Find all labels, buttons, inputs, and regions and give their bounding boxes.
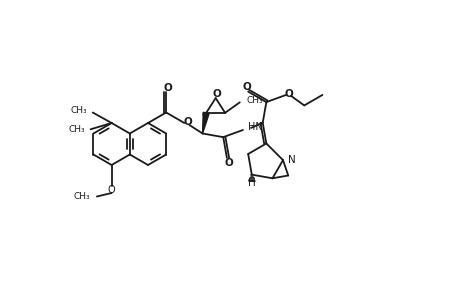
Text: CH₃: CH₃: [246, 96, 263, 105]
Text: O: O: [184, 117, 192, 127]
Text: O: O: [163, 82, 172, 92]
Text: HN: HN: [247, 122, 262, 132]
Text: O: O: [107, 185, 115, 195]
Text: O: O: [284, 89, 293, 99]
Text: H: H: [247, 178, 255, 188]
Text: O: O: [212, 89, 221, 99]
Text: CH₃: CH₃: [68, 125, 84, 134]
Text: O: O: [242, 82, 251, 92]
Polygon shape: [202, 112, 209, 134]
Text: CH₃: CH₃: [73, 192, 90, 201]
Text: N: N: [287, 155, 295, 165]
Text: CH₃: CH₃: [70, 106, 87, 115]
Text: O: O: [224, 158, 233, 168]
